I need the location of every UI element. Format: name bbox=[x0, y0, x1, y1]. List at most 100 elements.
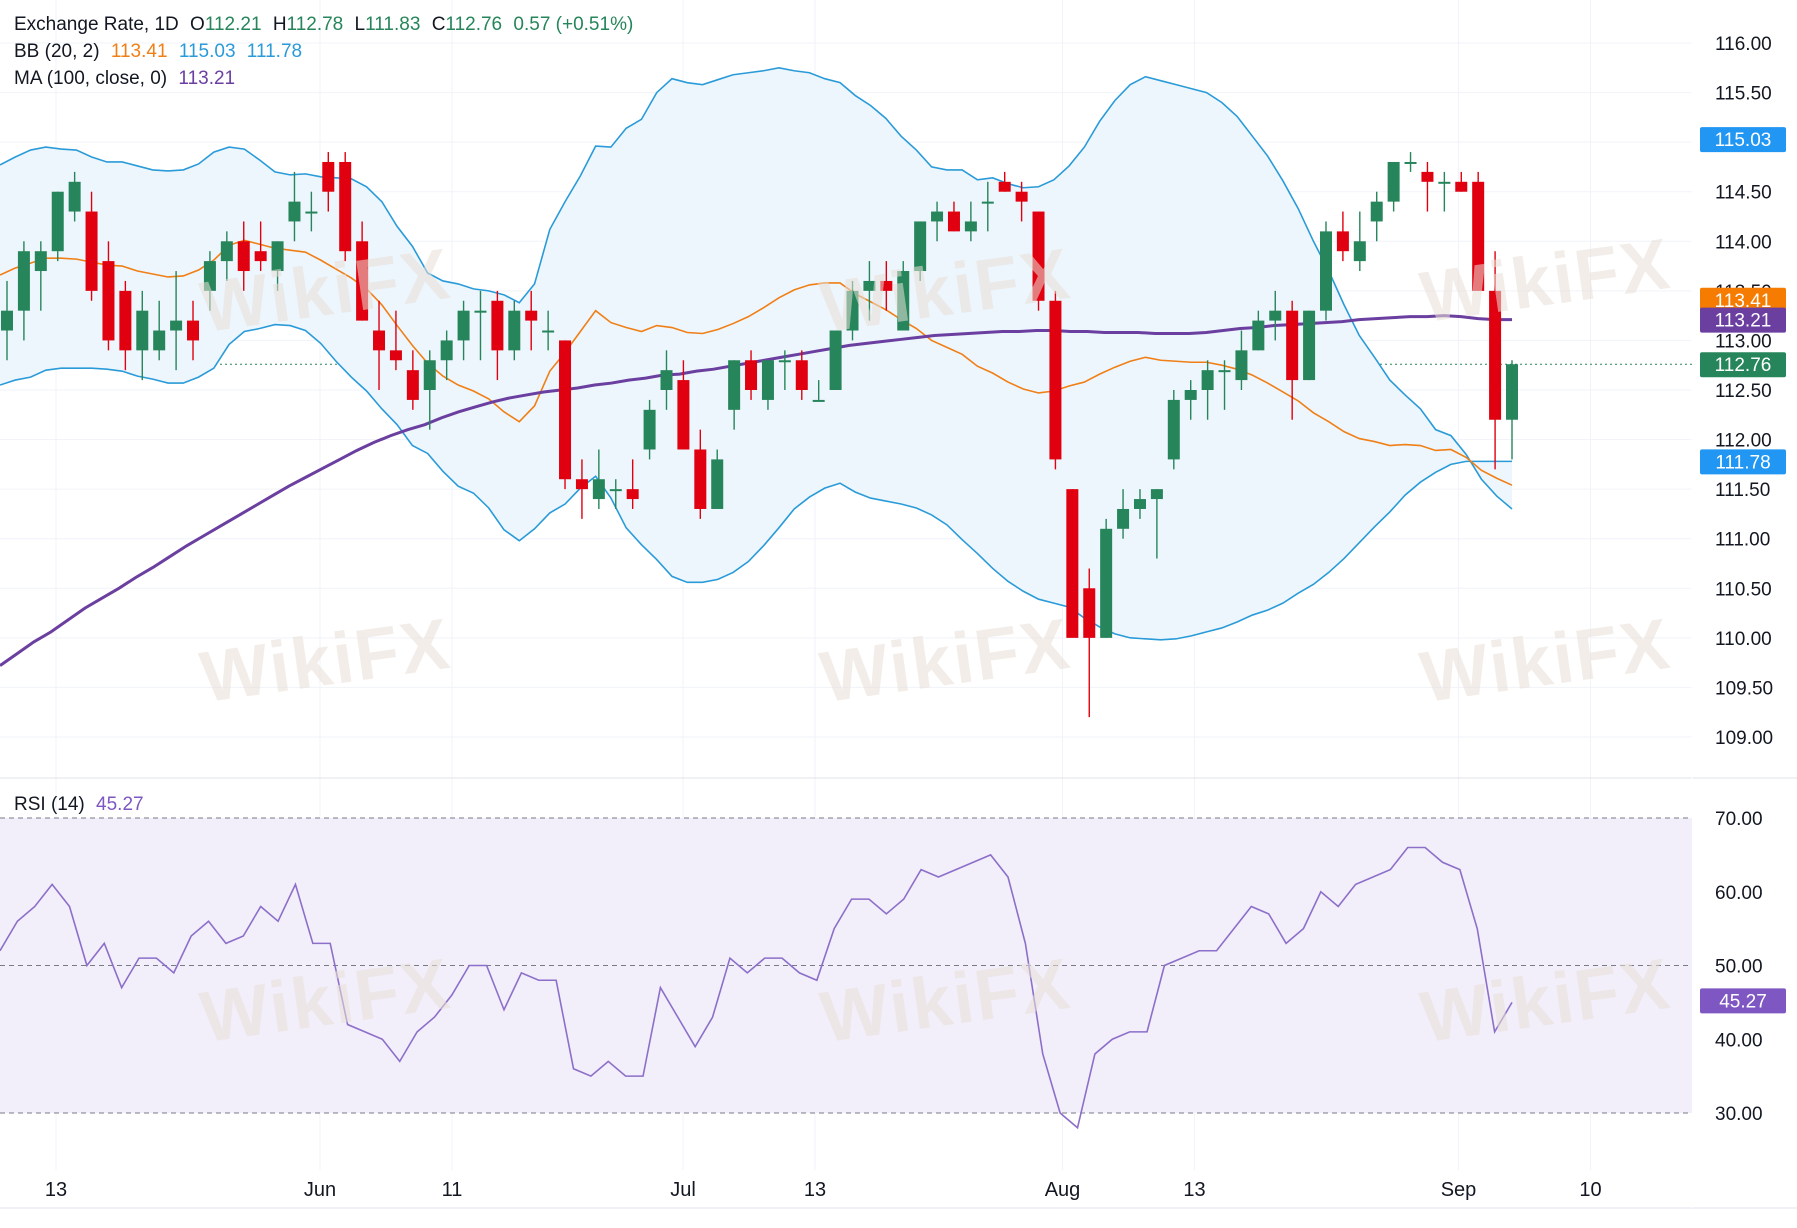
candle-body bbox=[998, 181, 1011, 192]
candle bbox=[1455, 171, 1468, 192]
candle bbox=[102, 241, 115, 351]
candle bbox=[728, 360, 741, 430]
price-axis-label: 112.00 bbox=[1715, 431, 1772, 452]
candle bbox=[508, 300, 521, 361]
candle-body bbox=[575, 479, 588, 490]
candle bbox=[1269, 290, 1282, 341]
candle bbox=[1353, 211, 1366, 272]
candle-body bbox=[1218, 370, 1231, 373]
candle bbox=[1421, 161, 1434, 212]
candle-body bbox=[897, 271, 910, 331]
candle-body bbox=[694, 449, 707, 509]
candle bbox=[575, 459, 588, 519]
price-axis-label: 114.00 bbox=[1715, 232, 1772, 253]
legend-ma: MA (100, close, 0) 113.21 bbox=[14, 68, 241, 90]
candle bbox=[1167, 390, 1180, 470]
price-badge-bg bbox=[1700, 127, 1786, 153]
candle-body bbox=[119, 290, 132, 351]
time-axis-label: 13 bbox=[1183, 1179, 1205, 1201]
legend-high: H112.78 bbox=[273, 14, 343, 35]
candle bbox=[339, 152, 352, 262]
candle-body bbox=[1083, 588, 1096, 638]
rsi-axis-label: 50.00 bbox=[1715, 957, 1763, 978]
candle bbox=[457, 300, 470, 361]
candle-body bbox=[237, 241, 250, 272]
candle-body bbox=[761, 360, 774, 400]
candle-body bbox=[1489, 290, 1502, 420]
time-axis-label: 10 bbox=[1579, 1179, 1601, 1201]
time-axis-label: 13 bbox=[45, 1179, 67, 1201]
candle-body bbox=[1370, 201, 1383, 222]
candle bbox=[694, 429, 707, 519]
candle bbox=[914, 221, 927, 281]
price-badge-text: 113.41 bbox=[1715, 291, 1772, 312]
legend-bb-label: BB (20, 2) bbox=[14, 41, 100, 62]
candle bbox=[1438, 171, 1451, 212]
candle bbox=[1303, 310, 1316, 381]
candle-body bbox=[1, 310, 13, 331]
rsi-badge: 45.27 bbox=[1700, 988, 1786, 1014]
legend-open: O112.21 bbox=[190, 14, 261, 35]
legend-change: 0.57 (+0.51%) bbox=[513, 14, 634, 35]
legend-rsi-value: 45.27 bbox=[96, 794, 144, 815]
time-axis-label: 13 bbox=[804, 1179, 826, 1201]
candle bbox=[897, 261, 910, 331]
candle-body bbox=[220, 241, 233, 262]
legend-bb-upper: 115.03 bbox=[178, 41, 236, 62]
legend-high-label: H bbox=[272, 14, 287, 35]
candle-body bbox=[136, 310, 149, 351]
candle-body bbox=[1303, 310, 1316, 381]
candle-body bbox=[34, 251, 47, 272]
legend-low: L111.83 bbox=[355, 14, 421, 35]
candle bbox=[1319, 221, 1332, 321]
candle-body bbox=[457, 310, 470, 341]
candle-body bbox=[440, 340, 453, 361]
candle-body bbox=[153, 330, 166, 351]
candle-body bbox=[406, 370, 419, 400]
candle bbox=[643, 399, 656, 460]
candle bbox=[203, 251, 216, 311]
price-axis-label: 113.00 bbox=[1715, 331, 1772, 352]
price-axis-label: 112.50 bbox=[1715, 381, 1772, 402]
candle bbox=[356, 221, 369, 321]
candle-body bbox=[170, 320, 183, 331]
candle-body bbox=[1100, 528, 1113, 638]
time-axis-label: Sep bbox=[1441, 1179, 1477, 1201]
price-badge-bg bbox=[1700, 307, 1786, 333]
candle bbox=[609, 479, 622, 509]
candle-body bbox=[1353, 241, 1366, 262]
candle bbox=[931, 201, 944, 242]
candle bbox=[542, 310, 555, 351]
rsi-badge-text: 45.27 bbox=[1719, 991, 1767, 1012]
candle-body bbox=[677, 380, 690, 450]
price-badge-bg bbox=[1700, 352, 1786, 378]
candle-body bbox=[491, 300, 504, 351]
candle bbox=[1117, 489, 1130, 539]
candle bbox=[491, 290, 504, 381]
price-badge: 112.76 bbox=[1700, 352, 1786, 378]
price-axis-label: 110.00 bbox=[1715, 629, 1772, 650]
candle bbox=[778, 350, 791, 390]
candle-body bbox=[271, 241, 284, 272]
legend-close-label: C bbox=[431, 14, 446, 35]
candle-body bbox=[508, 310, 521, 351]
candle bbox=[846, 280, 859, 341]
candle bbox=[559, 340, 572, 490]
candle bbox=[1404, 152, 1417, 172]
candle bbox=[34, 241, 47, 311]
rsi-axis-label: 30.00 bbox=[1715, 1104, 1763, 1125]
candle bbox=[829, 330, 842, 390]
candle-body bbox=[1336, 231, 1349, 252]
candle-body bbox=[356, 241, 369, 321]
candle bbox=[1252, 310, 1265, 351]
candle-body bbox=[525, 310, 538, 321]
candle-body bbox=[931, 211, 944, 222]
candle bbox=[373, 300, 386, 390]
candle bbox=[1049, 290, 1062, 470]
candle-body bbox=[829, 330, 842, 390]
candle bbox=[592, 449, 605, 509]
candle bbox=[1184, 380, 1197, 420]
